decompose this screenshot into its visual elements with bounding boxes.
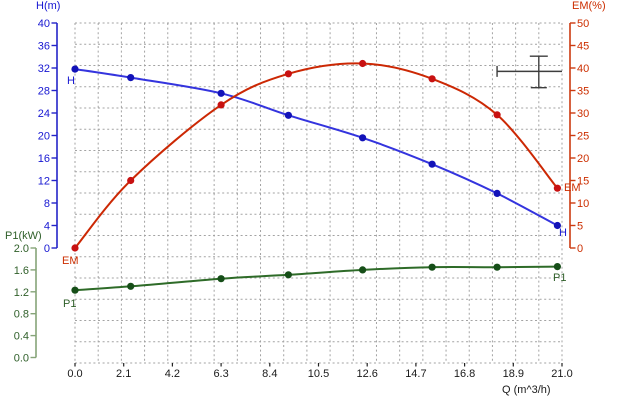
q-axis-tick-label: 8.4 <box>262 368 277 380</box>
p1-curve <box>74 265 559 292</box>
q-axis-tick-label: 2.1 <box>116 368 131 380</box>
h-axis-tick-label: 4 <box>44 221 50 233</box>
h-axis-tick-label: 32 <box>38 63 50 75</box>
q-axis-tick-label: 16.8 <box>454 368 475 380</box>
p1-axis-tick-label: 1.2 <box>14 287 29 299</box>
q-axis-tick-label: 10.5 <box>308 368 329 380</box>
h-data-point <box>284 111 292 119</box>
h-axis-tick-label: 28 <box>38 86 50 98</box>
em-axis-tick-label: 45 <box>577 41 589 53</box>
q-axis-tick-label: 18.9 <box>503 368 524 380</box>
em-axis-tick-label: 50 <box>577 18 589 30</box>
h-data-point <box>493 189 501 197</box>
em-axis-tick-label: 20 <box>577 153 589 165</box>
em-axis-tick-label: 5 <box>577 221 583 233</box>
p1-data-point <box>553 263 562 271</box>
h-data-point <box>428 160 436 168</box>
h-axis-tick-label: 8 <box>44 198 50 210</box>
q-axis-tick-label: 12.6 <box>356 368 377 380</box>
h-data-point <box>553 221 562 230</box>
p1-axis-tick-label: 0.8 <box>14 309 29 321</box>
p1-data-point <box>284 271 292 279</box>
em-axis-tick-label: 15 <box>577 176 589 188</box>
em-axis-tick-label: 10 <box>577 198 589 210</box>
h-axis-tick-label: 0 <box>44 243 50 255</box>
p1-data-point <box>428 263 436 271</box>
h-axis-title: H(m) <box>36 0 61 12</box>
em-data-point <box>127 176 135 185</box>
em-axis-tick-label: 30 <box>577 108 589 120</box>
em-curve-start-label: EM <box>62 255 79 267</box>
p1-data-point <box>359 266 367 274</box>
em-axis-tick-label: 0 <box>577 243 583 255</box>
p1-data-point <box>493 263 501 271</box>
p1-data-point <box>127 282 135 290</box>
h-axis-tick-label: 12 <box>38 176 50 188</box>
q-axis-title: Q (m^3/h) <box>502 384 551 396</box>
h-data-point <box>127 74 135 82</box>
h-axis-tick-label: 16 <box>38 153 50 165</box>
q-axis-tick-label: 14.7 <box>405 368 426 380</box>
p1-data-point <box>217 275 225 283</box>
h-data-point <box>217 89 225 97</box>
em-data-point <box>217 101 225 109</box>
p1-curve-start-label: P1 <box>63 298 77 310</box>
p1-axis-title: P1(kW) <box>5 230 42 242</box>
p1-data-point <box>71 286 79 294</box>
em-axis-tick-label: 25 <box>577 131 589 143</box>
q-axis-tick-label: 0.0 <box>67 368 82 380</box>
p1-axis-tick-label: 0.4 <box>14 331 29 343</box>
q-axis-tick-label: 4.2 <box>165 368 180 380</box>
em-curve-end-label: EM <box>564 182 581 194</box>
em-data-point <box>359 59 367 68</box>
em-curve <box>74 62 559 249</box>
h-axis-tick-label: 24 <box>38 108 50 120</box>
h-axis-tick-label: 36 <box>38 41 50 53</box>
h-data-point <box>359 134 367 142</box>
h-curve <box>74 68 559 227</box>
h-curve-end-label: H <box>559 227 567 239</box>
h-curve-start-label: H <box>67 75 75 87</box>
q-axis-tick-label: 21.0 <box>551 368 572 380</box>
em-axis-tick-label: 40 <box>577 63 589 75</box>
em-data-point <box>71 244 79 252</box>
em-data-point <box>553 184 562 192</box>
q-axis-tick-label: 6.3 <box>213 368 228 380</box>
h-axis-tick-label: 40 <box>38 18 50 30</box>
p1-axis-tick-label: 1.6 <box>14 265 29 277</box>
h-data-point <box>71 65 79 73</box>
p1-axis-tick-label: 0.0 <box>14 353 29 365</box>
p1-curve-end-label: P1 <box>553 272 567 284</box>
em-data-point <box>284 70 292 78</box>
em-data-point <box>428 75 436 83</box>
em-axis-tick-label: 35 <box>577 86 589 98</box>
p1-axis-tick-label: 2.0 <box>14 243 29 255</box>
h-axis-tick-label: 20 <box>38 131 50 143</box>
em-data-point <box>493 111 501 119</box>
em-axis-title: EM(%) <box>572 0 606 12</box>
